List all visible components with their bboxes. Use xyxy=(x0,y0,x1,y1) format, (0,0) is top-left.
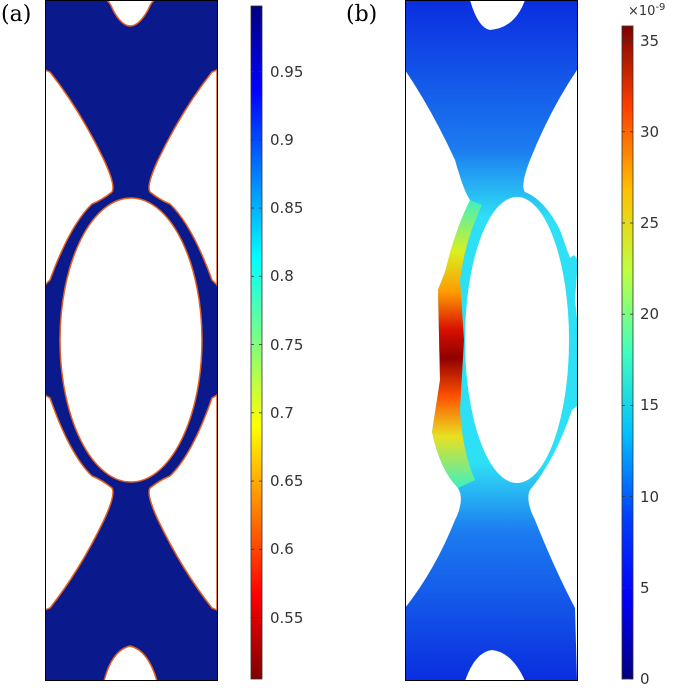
colorbar-b-tick-label: 20 xyxy=(640,305,660,324)
panel-label-b: (b) xyxy=(346,2,378,27)
void-right-lower xyxy=(148,394,217,611)
colorbar-b-tick-label: 30 xyxy=(640,122,660,141)
colorbar-a-tick-label: 0.65 xyxy=(270,472,304,491)
colorbar-a-tick-label: 0.85 xyxy=(270,199,304,218)
colorbar-b-tick-label: 10 xyxy=(640,487,660,506)
colorbar-b-tick-label: 5 xyxy=(640,578,650,597)
colorbar-b-multiplier: ×10-9 xyxy=(628,2,665,19)
void-bottom-b xyxy=(465,650,525,681)
colorbar-a-ticks xyxy=(251,71,262,618)
colorbar-b-tick-label: 25 xyxy=(640,213,660,232)
field-hotspot-left xyxy=(432,200,482,488)
frame-b xyxy=(405,0,578,681)
colorbar-a-tick-label: 0.75 xyxy=(270,335,304,354)
colorbar-a-tick-label: 0.6 xyxy=(270,540,294,559)
void-center xyxy=(59,197,203,483)
colorbar-a-gradient xyxy=(250,5,263,680)
colorbar-b-tick-label: 35 xyxy=(640,31,660,50)
field-plot xyxy=(405,0,577,681)
colorbar-b-gradient xyxy=(621,25,634,680)
colorbar-b-ticks xyxy=(622,40,633,680)
colorbar-a-tick-label: 0.9 xyxy=(270,130,294,149)
void-left-upper xyxy=(45,69,114,287)
void-center-b xyxy=(465,197,569,483)
colorbar-a-tick-label: 0.95 xyxy=(270,62,304,81)
void-top-b xyxy=(470,0,525,30)
colorbar-a-tick-label: 0.55 xyxy=(270,608,304,627)
void-right-upper xyxy=(148,69,217,287)
colorbar-b-tick-label: 15 xyxy=(640,396,660,415)
colorbar-a-tick-label: 0.8 xyxy=(270,267,294,286)
density-plot xyxy=(45,0,217,681)
colorbar-b-tick-label: 0 xyxy=(640,670,650,688)
panel-label-a: (a) xyxy=(1,2,32,27)
multiplier-exponent: -9 xyxy=(655,2,666,13)
multiplier-base: ×10 xyxy=(628,4,656,19)
void-left-lower xyxy=(45,394,114,611)
colorbar-a-tick-label: 0.7 xyxy=(270,403,294,422)
void-bottom xyxy=(103,645,158,681)
frame-a xyxy=(45,0,218,681)
